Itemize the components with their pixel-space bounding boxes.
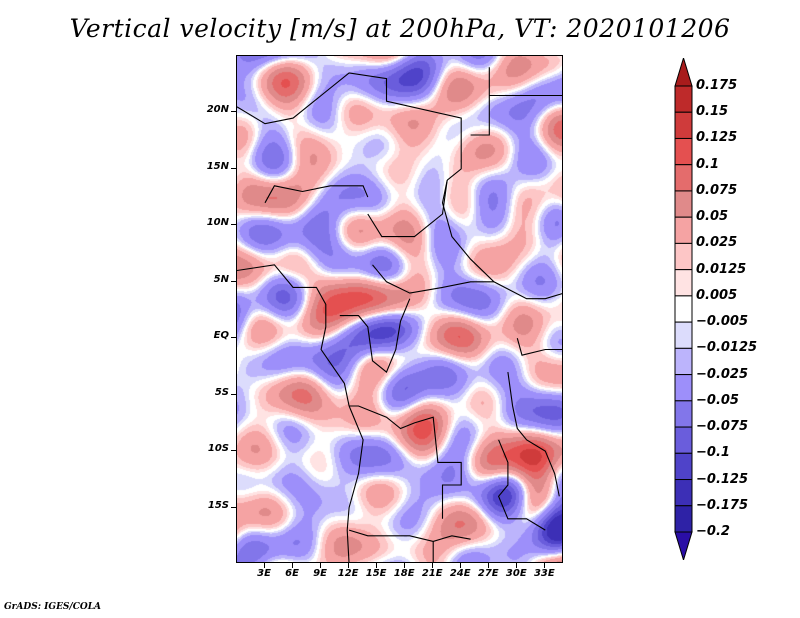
colorbar-swatch	[674, 164, 693, 192]
colorbar-label: 0.075	[696, 182, 738, 198]
colorbar-label: −0.025	[696, 366, 749, 382]
lon-tick-label: 15E	[365, 568, 387, 579]
colorbar-label: 0.125	[696, 130, 738, 146]
colorbar-label: 0.0125	[696, 261, 747, 277]
lon-tick	[460, 563, 462, 568]
lon-tick-label: 6E	[285, 568, 299, 579]
colorbar-max-extension	[674, 58, 693, 87]
colorbar-label: −0.2	[696, 524, 730, 539]
lon-tick	[376, 563, 378, 568]
lon-tick	[432, 563, 434, 568]
colorbar-label: 0.15	[696, 104, 729, 120]
lat-tick	[231, 167, 236, 169]
colorbar-swatch	[674, 374, 693, 402]
lon-tick	[404, 563, 406, 568]
map-panel	[236, 55, 563, 563]
lon-tick-label: 27E	[477, 568, 499, 579]
colorbar-swatch	[674, 269, 693, 297]
lat-tick	[231, 506, 236, 508]
border-line	[441, 180, 562, 300]
grads-credit: GrADS: IGES/COLA	[4, 602, 102, 612]
colorbar-swatch	[674, 242, 693, 271]
colorbar-swatch	[674, 85, 693, 113]
lat-tick	[231, 450, 236, 452]
colorbar-swatch	[674, 111, 693, 139]
lon-tick	[348, 563, 350, 568]
lat-tick-label: 10N	[206, 217, 229, 229]
colorbar-label: −0.175	[696, 497, 749, 513]
colorbar-label: −0.05	[696, 392, 739, 408]
lon-tick-label: 33E	[533, 568, 555, 579]
lon-tick	[544, 563, 546, 568]
lat-tick	[231, 224, 236, 226]
colorbar-swatch	[674, 347, 693, 376]
border-line	[372, 264, 494, 294]
lon-tick-label: 3E	[257, 568, 271, 579]
border-line	[516, 338, 562, 356]
lon-tick	[488, 563, 490, 568]
lon-tick	[320, 563, 322, 568]
lon-tick	[516, 563, 518, 568]
colorbar-label: −0.005	[696, 314, 749, 330]
colorbar-swatch	[674, 479, 693, 507]
border-line	[264, 185, 369, 204]
lon-tick-label: 21E	[421, 568, 443, 579]
border-line	[507, 372, 560, 497]
colorbar-label: 0.005	[696, 287, 738, 303]
country-borders	[237, 67, 562, 562]
lat-tick-label: 15S	[207, 499, 229, 511]
border-line	[367, 180, 448, 238]
lat-tick-label: 15N	[206, 160, 229, 172]
border-line	[346, 405, 364, 562]
lat-tick	[231, 337, 236, 339]
border-line	[470, 67, 490, 136]
lat-tick	[231, 393, 236, 395]
border-line	[348, 529, 471, 542]
colorbar-swatch	[674, 400, 693, 428]
border-line	[339, 298, 411, 373]
lon-tick	[292, 563, 294, 568]
border-line	[349, 405, 462, 519]
border-line	[237, 264, 350, 407]
colorbar-swatch	[674, 190, 693, 218]
colorbar-label: −0.125	[696, 471, 749, 487]
colorbar-label: 0.025	[696, 235, 738, 251]
lon-tick-label: 9E	[313, 568, 327, 579]
colorbar-swatch	[674, 505, 693, 533]
lon-tick-label: 24E	[449, 568, 471, 579]
lat-tick	[231, 280, 236, 282]
border-line	[237, 72, 462, 181]
colorbar-swatch	[674, 426, 693, 454]
lon-tick	[264, 563, 266, 568]
colorbar-min-extension	[674, 531, 693, 560]
chart-title: Vertical velocity [m/s] at 200hPa, VT: 2…	[69, 14, 731, 43]
colorbar-swatch	[674, 321, 693, 349]
lat-tick-label: 5S	[214, 386, 229, 398]
colorbar-swatch	[674, 216, 693, 244]
colorbar-swatch	[674, 452, 693, 481]
colorbar-label: 0.1	[696, 156, 720, 172]
border-line	[497, 439, 546, 531]
lat-tick-label: EQ	[213, 330, 229, 342]
lat-tick-label: 5N	[213, 273, 229, 285]
colorbar-swatch	[674, 137, 693, 166]
colorbar-label: −0.0125	[696, 340, 758, 356]
colorbar-swatch	[674, 295, 693, 323]
colorbar-label: −0.1	[696, 445, 730, 461]
lat-tick-label: 10S	[207, 443, 229, 455]
lon-tick-label: 30E	[505, 568, 527, 579]
lon-tick-label: 12E	[337, 568, 359, 579]
lat-tick-label: 20N	[206, 104, 229, 116]
lon-tick-label: 18E	[393, 568, 415, 579]
colorbar	[674, 58, 693, 560]
colorbar-label: 0.175	[696, 78, 738, 93]
colorbar-label: −0.075	[696, 419, 749, 435]
colorbar-label: 0.05	[696, 209, 729, 225]
lat-tick	[231, 111, 236, 113]
